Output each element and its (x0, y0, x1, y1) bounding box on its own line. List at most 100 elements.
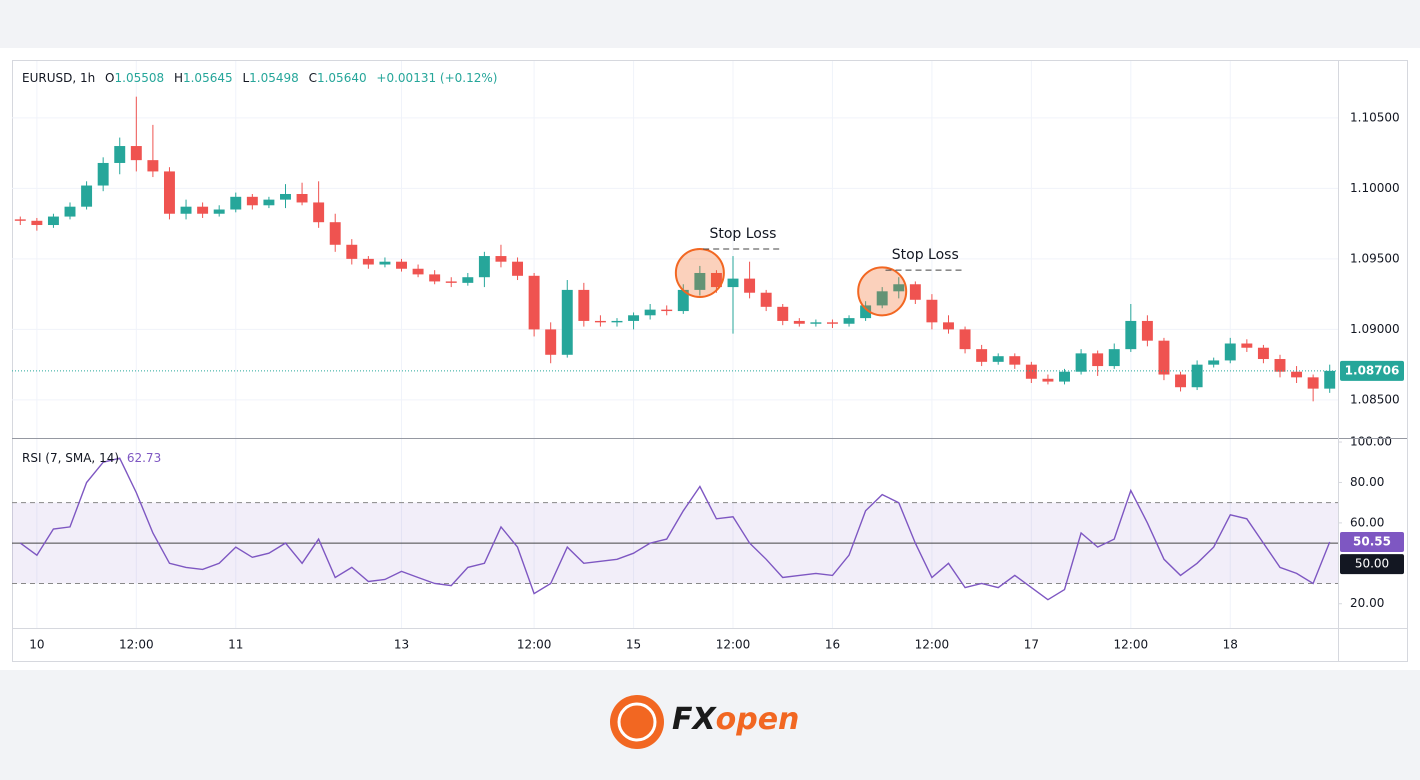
ohlc-key: H (174, 71, 183, 85)
stop-loss-label: Stop Loss (709, 226, 776, 242)
candle-body (246, 196, 258, 206)
candle-body (893, 284, 905, 292)
candle-body (346, 244, 358, 259)
midline-label: 50.00 (1355, 557, 1389, 571)
rsi-value: 62.73 (127, 451, 161, 465)
candle-body (213, 209, 225, 214)
candle-body (512, 261, 524, 276)
candle-body (1208, 360, 1220, 365)
candle-body (180, 206, 192, 214)
candle-body (1274, 359, 1286, 372)
candle-body (1075, 353, 1087, 372)
candle-body (594, 320, 606, 323)
chart-card (0, 48, 1420, 670)
x-tick-label: 13 (394, 638, 409, 652)
candle-body (860, 305, 872, 319)
rsi-line (19, 457, 1331, 601)
candle-body (727, 278, 739, 288)
candle-body (677, 289, 689, 312)
candle-body (1324, 370, 1336, 389)
candle-body (478, 256, 490, 278)
candle-body (362, 258, 374, 265)
logo-open: open (716, 702, 800, 737)
candle-body (130, 146, 142, 161)
change: +0.00131 (+0.12%) (376, 71, 497, 85)
candle-body (1059, 371, 1070, 382)
highlight-circle (857, 266, 908, 317)
x-tick-label: 17 (1024, 638, 1039, 652)
candle-body (412, 268, 424, 275)
candle-body (296, 193, 308, 203)
chart-layer: 10 12:00 11 13 12:00 15 12:00 16 12:00 17 12:00 18 1… (12, 61, 1407, 661)
candle-body (661, 309, 673, 312)
midline-box (1340, 554, 1404, 575)
candle-body (1291, 371, 1303, 378)
candle-body (694, 272, 706, 290)
rsi-title: RSI (7, SMA, 14) (22, 451, 119, 465)
candle-body (495, 256, 507, 262)
ohlc-value: 1.05508 (115, 71, 165, 85)
y-tick-label: 60.00 (1350, 515, 1384, 529)
candle-body (826, 322, 838, 324)
candle-body (1224, 343, 1236, 361)
candle-body (943, 322, 954, 330)
rsi-legend: RSI (7, SMA, 14) 62.73 (22, 451, 161, 465)
candle-body (14, 219, 26, 221)
candle-body (1241, 343, 1253, 348)
candle-body (843, 318, 855, 324)
chart-frame (12, 60, 1408, 662)
candle-body (611, 320, 623, 323)
candle-body (876, 291, 888, 306)
candle-body (1141, 320, 1153, 341)
x-tick-label: 16 (825, 638, 840, 652)
candle-body (445, 281, 457, 283)
candle-body (1042, 378, 1054, 382)
last-value-box (1340, 531, 1404, 552)
candle-body (760, 292, 772, 307)
candle-body (909, 284, 921, 300)
candle-body (1092, 353, 1104, 367)
candle-body (1307, 377, 1319, 389)
y-tick-label: 1.09000 (1350, 322, 1400, 336)
y-tick-label: 1.09500 (1350, 251, 1400, 265)
candle-body (976, 349, 988, 362)
candle-body (992, 356, 1004, 362)
candle-body (64, 206, 76, 217)
candle-body (230, 196, 242, 210)
x-tick-label: 12:00 (517, 638, 552, 652)
candle-body (147, 160, 159, 172)
x-tick-label: 12:00 (915, 638, 950, 652)
ohlc-value: 1.05640 (317, 71, 367, 85)
candle-body (429, 274, 441, 282)
candle-body (1009, 356, 1021, 365)
candle-body (1158, 340, 1170, 375)
candle-body (81, 185, 93, 207)
candle-body (163, 171, 175, 214)
last-price-label: 1.08706 (1345, 363, 1400, 377)
candle-body (1175, 374, 1187, 388)
ohlc-key: C (309, 71, 317, 85)
ohlc-key: O (105, 71, 114, 85)
candle-body (545, 329, 557, 355)
symbol: EURUSD, 1h (22, 71, 95, 85)
y-tick-label: 1.10000 (1350, 181, 1400, 195)
logo-icon-ring (617, 702, 657, 742)
candle-body (810, 322, 822, 324)
candle-body (1125, 320, 1137, 350)
candle-body (926, 299, 938, 323)
candle-body (396, 261, 407, 269)
candle-body (313, 202, 325, 223)
y-tick-label: 20.00 (1350, 596, 1384, 610)
y-tick-label: 80.00 (1350, 475, 1384, 489)
candle-body (628, 315, 640, 321)
candle-body (379, 261, 391, 265)
candle-body (1191, 364, 1203, 388)
candle-body (263, 199, 275, 206)
candle-body (329, 222, 341, 245)
x-tick-label: 18 (1223, 638, 1238, 652)
y-tick-label: 1.08500 (1350, 392, 1400, 406)
x-tick-label: 10 (29, 638, 44, 652)
candle-body (1257, 347, 1269, 360)
